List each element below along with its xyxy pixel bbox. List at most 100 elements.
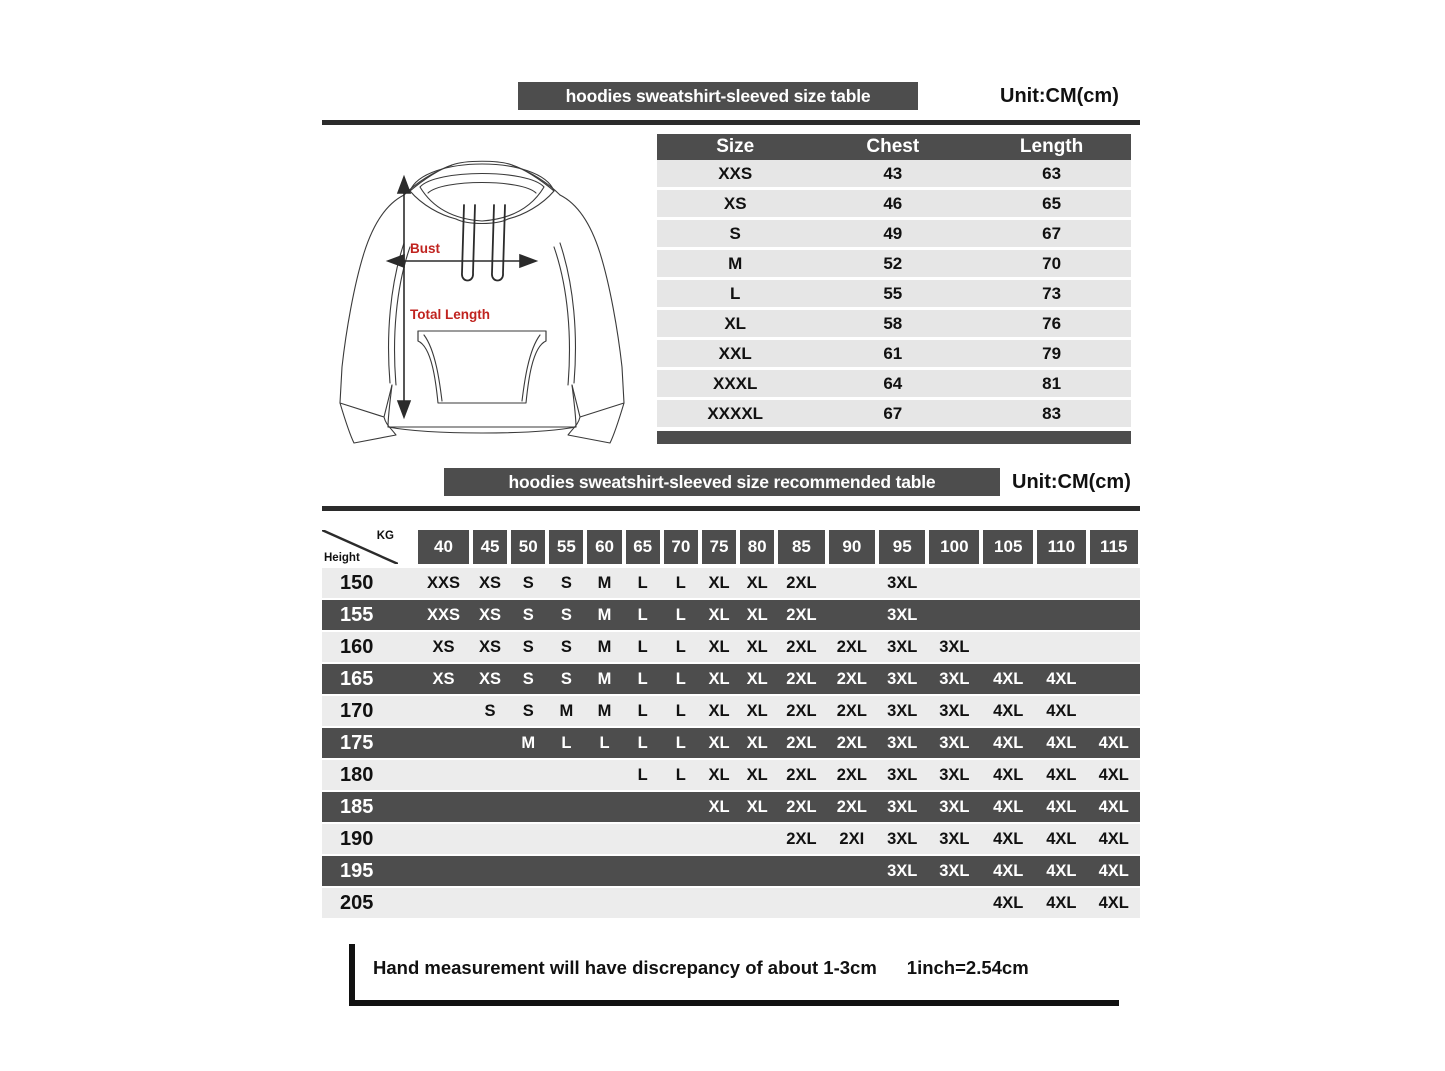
rec-cell: S xyxy=(547,598,586,630)
rec-cell xyxy=(981,630,1036,662)
rec-cell: 4XL xyxy=(1087,726,1140,758)
rec-cell xyxy=(623,854,662,886)
cell-chest: 46 xyxy=(813,188,973,219)
rec-cell: 4XL xyxy=(1035,790,1088,822)
rec-table-row: 205 4XL 4XL 4XL xyxy=(322,886,1140,918)
section1-title-row: hoodies sweatshirt-sleeved size table Un… xyxy=(518,82,1133,110)
rec-cell: 2XL xyxy=(826,694,878,726)
cell-size: L xyxy=(657,278,814,309)
cell-size: M xyxy=(657,248,814,279)
size-table-body: XXS 43 63 XS 46 65 S 49 67 M 52 70 L 55 73 XL 58 76 XXL 61 7… xyxy=(657,160,1131,429)
rec-cell: 3XL xyxy=(927,694,982,726)
height-cell-175: 175 xyxy=(322,726,416,758)
rec-cell xyxy=(738,854,777,886)
diagonal-slash-icon xyxy=(322,530,398,564)
cell-chest: 49 xyxy=(813,218,973,249)
cell-length: 79 xyxy=(972,338,1131,369)
rec-cell: M xyxy=(585,566,624,598)
rec-cell: L xyxy=(623,566,662,598)
rec-cell: S xyxy=(547,630,586,662)
rec-table-row: 190 2XL 2XI 3XL 3XL 4XL 4XL 4XL xyxy=(322,822,1140,854)
rec-cell: 2XL xyxy=(826,790,878,822)
rec-cell: XL xyxy=(738,726,777,758)
rec-cell: XL xyxy=(699,694,739,726)
rec-table-row: 175 M L L L L XL XL 2XL 2XL 3XL 3XL 4XL 4XL 4XL xyxy=(322,726,1140,758)
rec-cell xyxy=(470,726,510,758)
rec-cell: XXS xyxy=(416,566,471,598)
rec-cell xyxy=(416,758,471,790)
rec-cell: XL xyxy=(738,790,777,822)
rec-cell: XL xyxy=(699,758,739,790)
rec-cell: 2XL xyxy=(826,662,878,694)
rec-cell: S xyxy=(509,598,548,630)
size-table-row: M 52 70 xyxy=(657,248,1131,279)
rec-cell: L xyxy=(661,630,700,662)
rec-cell: 3XL xyxy=(877,854,928,886)
rec-table-body: 150 XXS XS S S M L L XL XL 2XL 3XL 155 XXS XS S S M L L XL XL… xyxy=(322,566,1140,918)
cell-size: XXXL xyxy=(657,368,814,399)
rec-cell: L xyxy=(661,726,700,758)
rec-cell xyxy=(1087,566,1140,598)
rec-cell: 3XL xyxy=(877,726,928,758)
cell-size: XXXXL xyxy=(657,398,814,429)
weight-header-100: 100 xyxy=(927,528,982,566)
rec-cell xyxy=(509,886,548,918)
rec-cell xyxy=(661,886,700,918)
corner-header-cell: KG Height xyxy=(322,528,416,566)
rec-table-row: 165 XS XS S S M L L XL XL 2XL 2XL 3XL 3XL 4XL 4XL xyxy=(322,662,1140,694)
rec-cell: 3XL xyxy=(877,694,928,726)
rec-cell: 4XL xyxy=(981,790,1036,822)
rec-cell xyxy=(1087,694,1140,726)
rec-cell xyxy=(1035,630,1088,662)
rec-cell: 4XL xyxy=(981,886,1036,918)
rec-cell xyxy=(1087,662,1140,694)
rec-cell xyxy=(547,886,586,918)
height-cell-180: 180 xyxy=(322,758,416,790)
rec-cell xyxy=(927,886,982,918)
height-cell-185: 185 xyxy=(322,790,416,822)
footer-conversion-note: 1inch=2.54cm xyxy=(906,957,1029,978)
weight-header-60: 60 xyxy=(585,528,624,566)
height-cell-170: 170 xyxy=(322,694,416,726)
height-cell-165: 165 xyxy=(322,662,416,694)
rec-cell xyxy=(826,566,878,598)
rec-cell: 4XL xyxy=(1035,854,1088,886)
rec-cell xyxy=(1035,566,1088,598)
rec-cell: L xyxy=(623,694,662,726)
weight-header-50: 50 xyxy=(509,528,548,566)
cell-length: 67 xyxy=(972,218,1131,249)
rec-cell: L xyxy=(661,566,700,598)
rec-cell: 4XL xyxy=(1087,854,1140,886)
rec-table-row: 170 S S M M L L XL XL 2XL 2XL 3XL 3XL 4XL 4XL xyxy=(322,694,1140,726)
rec-cell: 2XL xyxy=(776,790,827,822)
rec-cell xyxy=(699,822,739,854)
size-measurement-table: Size Chest Length XXS 43 63 XS 46 65 S 49 67 M 52 7… xyxy=(657,134,1131,430)
weight-header-95: 95 xyxy=(877,528,928,566)
weight-header-65: 65 xyxy=(623,528,662,566)
rec-table-header-row: KG Height 40 45 50 55 60 65 70 75 80 85 90 95 100 105… xyxy=(322,528,1140,566)
rec-cell xyxy=(661,854,700,886)
size-table-row: XL 58 76 xyxy=(657,308,1131,339)
rec-cell xyxy=(927,566,982,598)
rec-cell xyxy=(416,886,471,918)
rec-cell: XL xyxy=(699,598,739,630)
cell-length: 63 xyxy=(972,160,1131,189)
rec-cell: M xyxy=(509,726,548,758)
rec-cell: S xyxy=(470,694,510,726)
rec-cell: 2XL xyxy=(776,598,827,630)
height-cell-195: 195 xyxy=(322,854,416,886)
rec-cell xyxy=(585,854,624,886)
rec-cell: 3XL xyxy=(927,630,982,662)
rec-cell: L xyxy=(623,726,662,758)
rec-cell xyxy=(877,886,928,918)
rec-cell: M xyxy=(585,630,624,662)
cell-chest: 55 xyxy=(813,278,973,309)
rec-cell xyxy=(585,790,624,822)
weight-header-45: 45 xyxy=(470,528,510,566)
rec-cell: 4XL xyxy=(1087,822,1140,854)
rec-cell: 2XL xyxy=(776,726,827,758)
weight-header-75: 75 xyxy=(699,528,739,566)
size-table-row: XXL 61 79 xyxy=(657,338,1131,369)
rec-cell: 4XL xyxy=(981,822,1036,854)
rec-cell xyxy=(661,822,700,854)
